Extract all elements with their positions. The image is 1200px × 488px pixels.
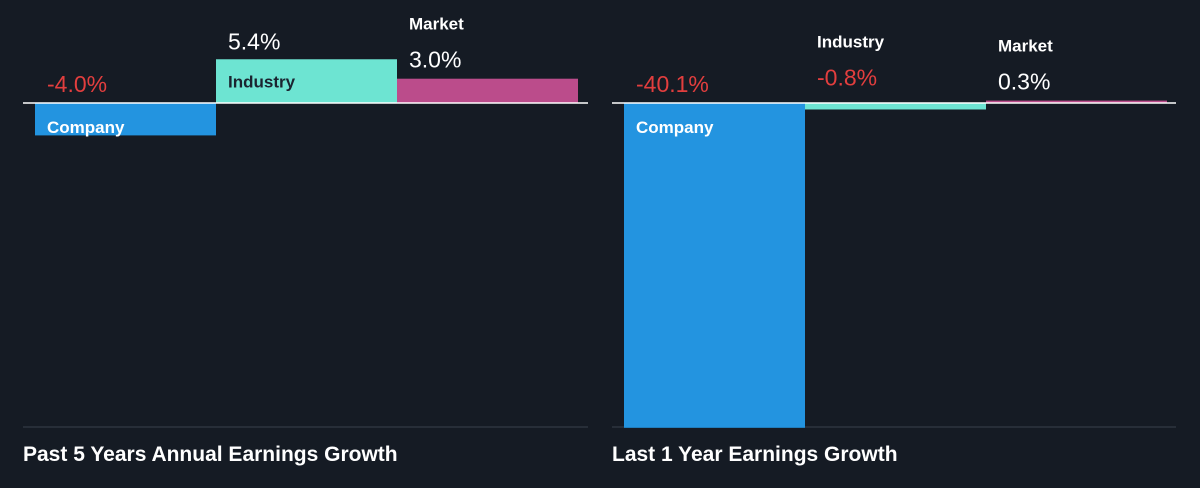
value-label-company: -40.1%	[636, 71, 709, 97]
past-5-years-earnings-growth-chart: Company -4.0% Industry 5.4% Market 3.0% Past …	[23, 15, 588, 466]
category-label-company: Company	[47, 118, 125, 137]
last-1-year-earnings-growth-chart: Company -40.1% Industry -0.8% Market 0.3% Las…	[600, 0, 1200, 488]
bar-company	[624, 103, 805, 428]
category-label-market: Market	[409, 15, 464, 34]
chart-plot-area: Company -4.0% Industry 5.4% Market 3.0%	[23, 15, 588, 428]
category-label-market: Market	[998, 37, 1053, 56]
bar-market	[397, 78, 578, 103]
value-label-industry: 5.4%	[228, 28, 280, 54]
chart-title: Past 5 Years Annual Earnings Growth	[23, 443, 398, 466]
value-label-market: 0.3%	[998, 69, 1050, 95]
bar-market	[986, 100, 1167, 103]
value-label-industry: -0.8%	[817, 65, 877, 91]
chart-plot-area: Company -40.1% Industry -0.8% Market 0.3%	[612, 33, 1176, 428]
category-label-industry: Industry	[228, 72, 296, 91]
category-label-industry: Industry	[817, 33, 885, 52]
category-label-company: Company	[636, 118, 714, 137]
value-label-market: 3.0%	[409, 47, 461, 73]
value-label-company: -4.0%	[47, 71, 107, 97]
bar-industry	[805, 103, 986, 110]
chart-title: Last 1 Year Earnings Growth	[612, 443, 898, 466]
bar-industry	[216, 59, 397, 103]
bar-company	[35, 103, 216, 136]
